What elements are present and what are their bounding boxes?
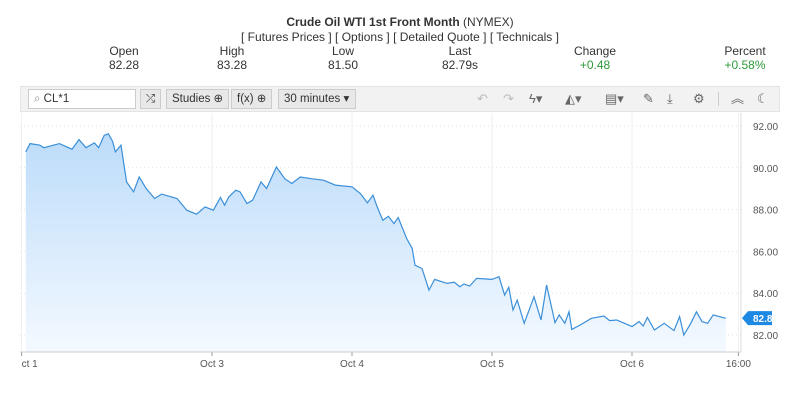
compare-icon: ⤮ [145,93,156,105]
stat-label: High [219,44,245,58]
symbol-value: CL*1 [43,93,70,105]
settings-icon[interactable]: ⚙ [693,91,705,106]
exchange: (NYMEX) [463,15,514,29]
chart-type-icon[interactable]: ◭▾ [565,91,582,106]
stat-label: Change [573,44,617,58]
stat-label: Open [109,44,139,58]
x-tick-label: Oct 4 [340,359,364,370]
stat-label: Last [448,44,472,58]
stat-value: +0.48 [579,58,611,72]
quote-links: [ Futures Prices ] [ Options ] [ Detaile… [0,30,800,44]
x-tick-label: Oct 3 [200,359,224,370]
pencil-icon[interactable]: ✎ [643,91,654,106]
divider [718,92,719,106]
y-tick-label: 82.00 [753,331,778,342]
stat-value: 81.50 [327,58,359,72]
stat-value: +0.58% [724,58,766,72]
stat-change: Change +0.48 [570,44,620,72]
link-futures-prices[interactable]: [ Futures Prices ] [241,30,332,44]
page-title: Crude Oil WTI 1st Front Month (NYMEX) [0,15,800,29]
download-icon[interactable]: ⤓ [667,91,673,106]
x-tick-label: Oct 5 [480,359,504,370]
y-tick-label: 92.00 [753,122,778,133]
draw-lightning-icon[interactable]: ϟ▾ [529,91,543,106]
instrument-name: Crude Oil WTI 1st Front Month [286,15,460,29]
collapse-icon[interactable]: ︽ [731,91,745,106]
y-tick-label: 90.00 [753,164,778,175]
layout-icon[interactable]: ▤▾ [605,91,624,106]
price-line [25,132,726,337]
stat-value: 82.28 [108,58,140,72]
search-icon: ⌕ [34,93,44,105]
last-price-tag [742,311,772,326]
x-tick-label: 16:00 [726,359,751,370]
studies-button[interactable]: Studies ⊕ [166,89,230,109]
stat-low: Low 81.50 [323,44,363,72]
stat-high: High 83.28 [212,44,252,72]
y-tick-label: 84.00 [753,289,778,300]
link-options[interactable]: [ Options ] [335,30,390,44]
interval-dropdown[interactable]: 30 minutes ▾ [278,89,356,109]
stat-value: 83.28 [216,58,248,72]
stat-label: Low [331,44,354,58]
x-tick-label: Oct 6 [620,359,644,370]
fx-button[interactable]: f(x) ⊕ [231,89,273,109]
stat-label: Percent [724,44,766,58]
y-tick-label: 88.00 [753,206,778,217]
link-detailed-quote[interactable]: [ Detailed Quote ] [393,30,487,44]
compare-button[interactable]: ⤮ [140,89,161,109]
stat-percent: Percent +0.58% [718,44,772,72]
symbol-search-input[interactable]: ⌕ CL*1 [28,89,136,109]
link-technicals[interactable]: [ Technicals ] [489,30,559,44]
dark-mode-icon[interactable]: ☾ [757,91,769,106]
y-tick-label: 86.00 [753,247,778,258]
stat-last: Last 82.79s [435,44,485,72]
x-tick-label: ct 1 [22,359,39,370]
last-price-label: 82.81 [753,314,778,325]
stat-value: 82.79s [441,58,479,72]
undo-icon[interactable]: ↶ [477,91,488,106]
stat-open: Open 82.28 [104,44,144,72]
price-area [25,133,726,352]
chart-toolbar: ⌕ CL*1 ⤮ Studies ⊕ f(x) ⊕ 30 minutes ▾ ↶… [20,86,780,112]
redo-icon[interactable]: ↷ [503,91,514,106]
